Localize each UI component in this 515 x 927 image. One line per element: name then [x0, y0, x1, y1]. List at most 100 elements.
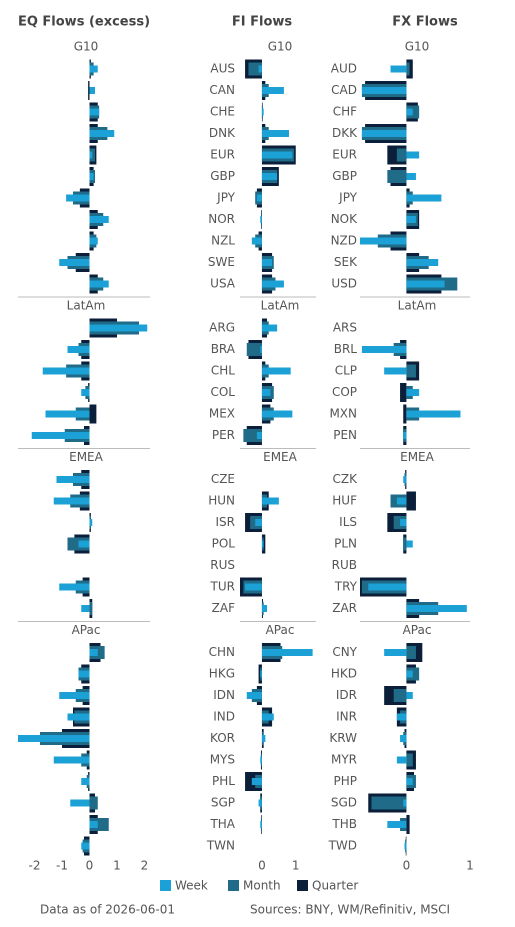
bar: [406, 151, 420, 159]
category-label: TUR: [210, 580, 235, 594]
category-label: CZE: [211, 472, 235, 486]
category-label: TWD: [328, 839, 357, 853]
bar: [406, 194, 442, 202]
bar: [261, 649, 313, 656]
category-label: HKG: [209, 667, 235, 681]
bar: [406, 778, 413, 785]
bar: [406, 692, 413, 699]
category-label: RUB: [332, 558, 357, 572]
bar: [260, 756, 262, 764]
bar: [406, 216, 416, 223]
category-label: HUN: [208, 494, 235, 508]
bar: [89, 151, 93, 159]
category-label: NZD: [331, 234, 357, 248]
group-label: EMEA: [263, 450, 298, 464]
category-label: KRW: [329, 731, 357, 745]
category-label: NOR: [208, 212, 235, 226]
category-label: MEX: [209, 407, 235, 421]
x-tick-label: -1: [56, 859, 68, 873]
category-label: PHP: [334, 774, 358, 788]
category-label: NOK: [331, 212, 358, 226]
bar: [403, 537, 407, 551]
category-label: SGD: [331, 796, 357, 810]
bar: [261, 324, 278, 332]
category-label: CAN: [209, 83, 235, 97]
bar: [89, 519, 93, 526]
x-tick-label: 1: [466, 859, 474, 873]
bar: [406, 753, 413, 767]
category-label: SWE: [208, 255, 235, 269]
bar: [53, 756, 90, 764]
category-label: CHE: [210, 105, 235, 119]
category-label: COL: [210, 385, 235, 399]
bar: [89, 216, 109, 223]
bar: [261, 410, 293, 418]
category-label: CAD: [331, 83, 357, 97]
bar: [406, 491, 416, 511]
category-label: ISR: [216, 515, 236, 529]
category-label: SEK: [334, 255, 358, 269]
bar: [255, 519, 262, 526]
bar: [404, 842, 407, 850]
bar: [396, 713, 407, 721]
group-label: G10: [268, 40, 293, 54]
legend-swatch: [297, 880, 308, 891]
category-label: IND: [213, 710, 235, 724]
bar: [45, 410, 90, 418]
category-label: GBP: [210, 169, 235, 183]
category-label: IDN: [213, 688, 235, 702]
bar: [89, 130, 115, 137]
bar: [261, 367, 291, 375]
legend-label: Quarter: [312, 879, 358, 893]
bar: [406, 280, 445, 288]
bar: [261, 108, 264, 116]
bar: [81, 389, 90, 396]
bar: [261, 713, 274, 721]
category-label: MXN: [329, 407, 357, 421]
bar: [406, 173, 416, 180]
bar: [396, 148, 407, 162]
bar: [89, 324, 148, 332]
category-label: JPY: [216, 191, 236, 205]
bar: [368, 583, 407, 591]
category-label: COP: [332, 385, 357, 399]
x-tick-label: 0: [258, 859, 266, 873]
category-label: HKD: [331, 667, 357, 681]
bar: [245, 583, 262, 591]
bar: [256, 194, 262, 202]
bar: [261, 540, 264, 548]
bar: [406, 646, 416, 659]
group-label: G10: [405, 40, 430, 54]
bar: [371, 796, 407, 810]
bar: [89, 87, 95, 94]
category-label: PLN: [334, 537, 357, 551]
bar: [67, 713, 90, 721]
bar: [89, 796, 98, 810]
category-label: TWN: [206, 839, 235, 853]
bar: [387, 170, 407, 183]
group-label: LatAm: [398, 299, 437, 313]
category-label: USD: [331, 277, 357, 291]
bar: [260, 216, 262, 223]
bar: [384, 649, 407, 656]
bar: [260, 346, 262, 353]
source: Sources: BNY, WM/Refinitiv, MSCI: [250, 903, 450, 917]
bar: [396, 497, 407, 505]
bar: [246, 343, 262, 356]
bar: [361, 346, 407, 353]
group-label: G10: [74, 40, 99, 54]
bar: [403, 476, 407, 483]
group-label: APac: [403, 623, 432, 637]
category-label: IDR: [336, 688, 357, 702]
bar: [260, 821, 262, 828]
bar: [59, 259, 90, 266]
bar: [406, 815, 410, 834]
category-label: AUS: [210, 62, 235, 76]
bar: [70, 799, 90, 807]
category-label: BRL: [334, 342, 358, 356]
category-label: CHF: [333, 105, 357, 119]
bar: [261, 605, 268, 612]
category-label: PEN: [333, 428, 357, 442]
bar: [31, 432, 90, 439]
category-label: GBP: [332, 169, 357, 183]
